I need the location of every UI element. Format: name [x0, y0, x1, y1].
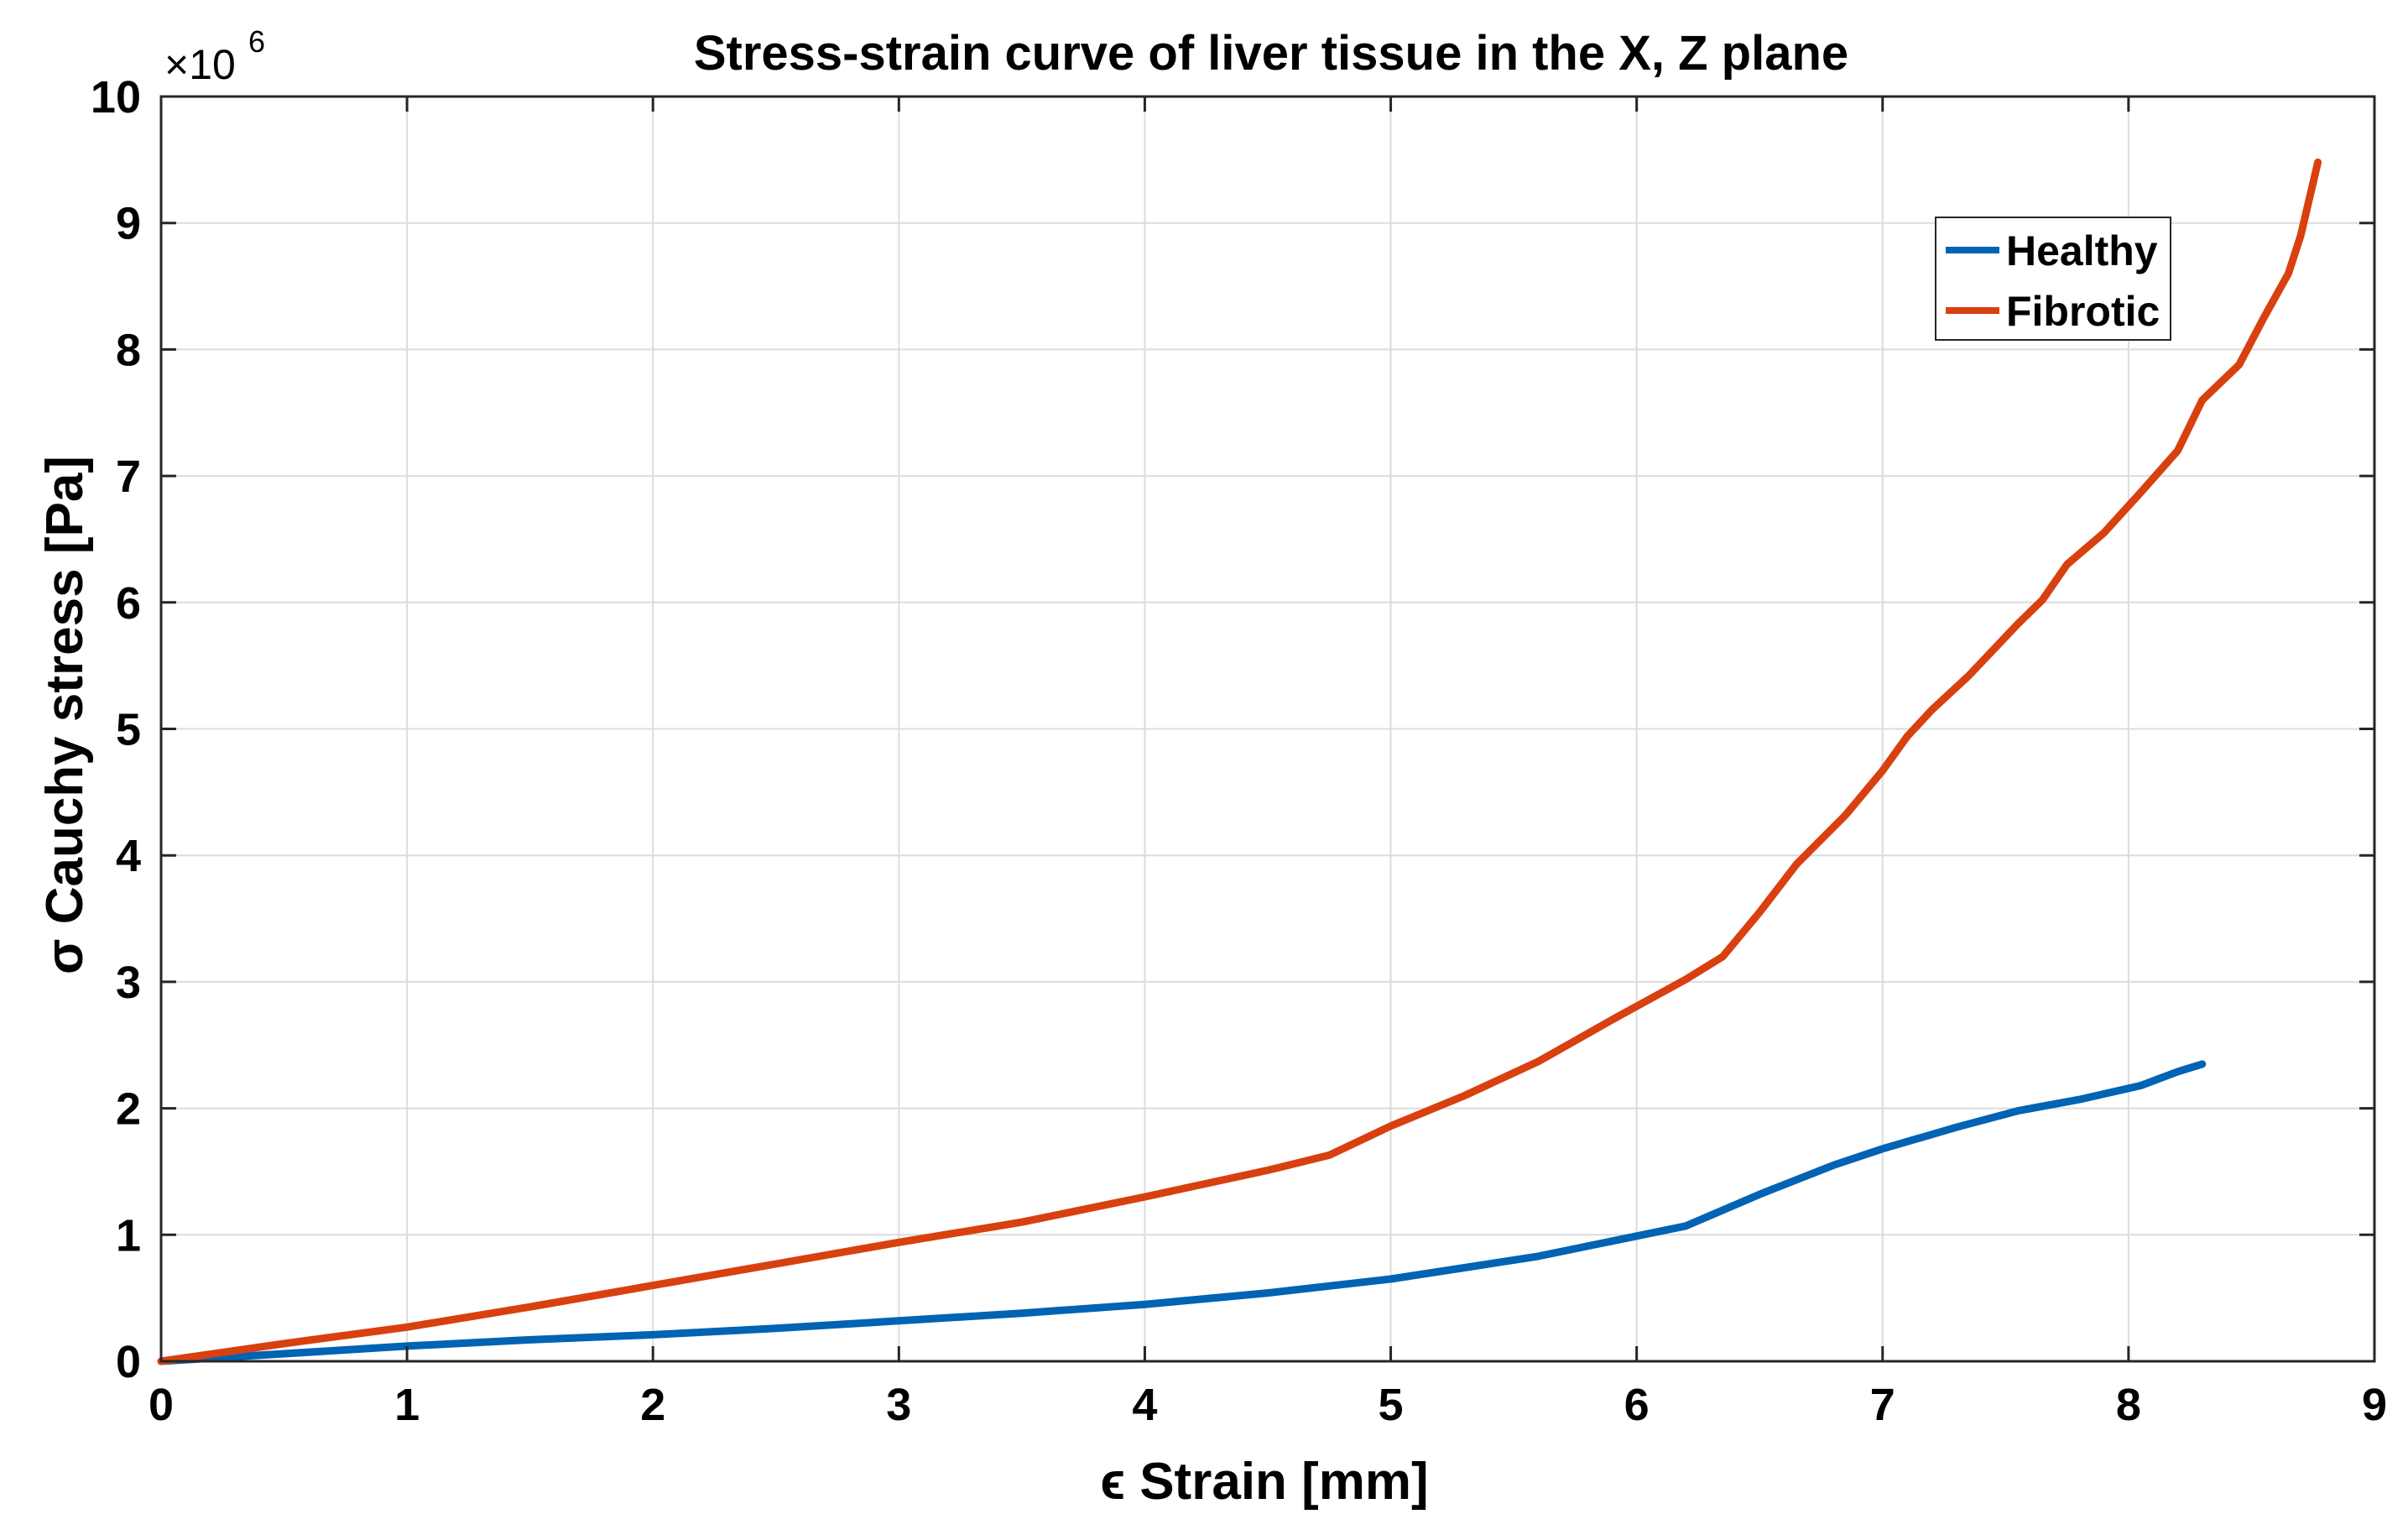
x-tick-label: 4 — [1132, 1380, 1157, 1430]
y-tick-label: 8 — [116, 325, 141, 375]
series-line-healthy — [157, 1060, 2207, 1365]
legend-label-fibrotic: Fibrotic — [2006, 288, 2160, 335]
y-tick-label: 9 — [116, 199, 141, 249]
legend-label-healthy: Healthy — [2006, 227, 2158, 274]
y-tick-label: 0 — [116, 1337, 141, 1387]
y-tick-label: 2 — [116, 1084, 141, 1135]
y-tick-label: 3 — [116, 958, 141, 1008]
chart-title: Stress-strain curve of liver tissue in t… — [694, 26, 1848, 81]
y-exponent-power: 6 — [248, 24, 265, 59]
ticks: 0 1 2 3 4 5 6 7 8 9 0 1 2 3 4 5 6 7 8 9 10 — [91, 72, 2387, 1430]
y-tick-label: 5 — [116, 705, 141, 755]
series-layer — [157, 158, 2322, 1365]
x-tick-label: 0 — [149, 1380, 174, 1430]
x-tick-label: 9 — [2362, 1380, 2387, 1430]
y-exponent-label: ×10 6 — [164, 24, 265, 88]
y-exponent-base: ×10 — [164, 41, 236, 88]
x-tick-label: 1 — [394, 1380, 420, 1430]
x-axis-label: ϵ Strain [mm] — [1100, 1453, 1428, 1511]
y-tick-label: 1 — [116, 1210, 141, 1261]
x-tick-label: 3 — [886, 1380, 911, 1430]
series-line-fibrotic — [157, 158, 2322, 1365]
x-tick-label: 8 — [2116, 1380, 2141, 1430]
y-tick-label: 7 — [116, 452, 141, 502]
x-tick-label: 6 — [1624, 1380, 1650, 1430]
x-tick-label: 5 — [1379, 1380, 1404, 1430]
legend: Healthy Fibrotic — [1935, 217, 2171, 341]
x-tick-label: 2 — [640, 1380, 665, 1430]
x-tick-label: 7 — [1870, 1380, 1895, 1430]
y-tick-label: 6 — [116, 578, 141, 629]
legend-box — [1935, 217, 2171, 341]
y-tick-label: 4 — [116, 831, 141, 881]
y-axis-label: σ Cauchy stress [Pa] — [36, 456, 94, 974]
y-tick-label: 10 — [91, 72, 141, 123]
